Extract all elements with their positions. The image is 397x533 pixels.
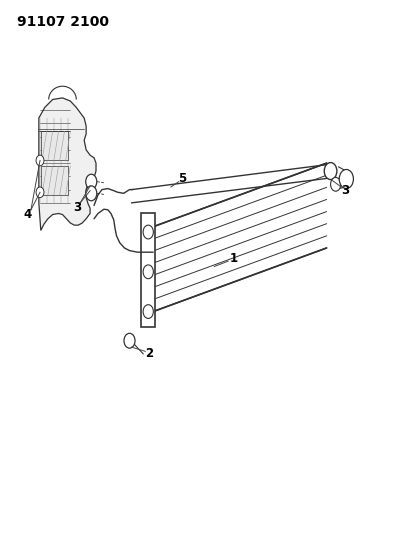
- Text: 2: 2: [145, 348, 153, 360]
- Circle shape: [331, 177, 341, 191]
- Circle shape: [143, 265, 153, 279]
- Circle shape: [124, 333, 135, 348]
- Polygon shape: [41, 131, 68, 160]
- Text: 5: 5: [178, 172, 186, 185]
- Text: 4: 4: [24, 208, 32, 221]
- Circle shape: [324, 163, 337, 180]
- Circle shape: [36, 155, 44, 166]
- Text: 1: 1: [230, 252, 238, 265]
- Circle shape: [339, 169, 353, 189]
- Circle shape: [143, 305, 153, 318]
- Circle shape: [143, 225, 153, 239]
- Text: 91107 2100: 91107 2100: [17, 14, 109, 29]
- Circle shape: [36, 187, 44, 198]
- Text: 3: 3: [341, 184, 349, 197]
- Circle shape: [86, 174, 97, 189]
- Polygon shape: [141, 214, 155, 327]
- Polygon shape: [41, 166, 68, 195]
- Polygon shape: [39, 98, 96, 230]
- Text: 3: 3: [73, 200, 81, 214]
- Circle shape: [86, 186, 97, 201]
